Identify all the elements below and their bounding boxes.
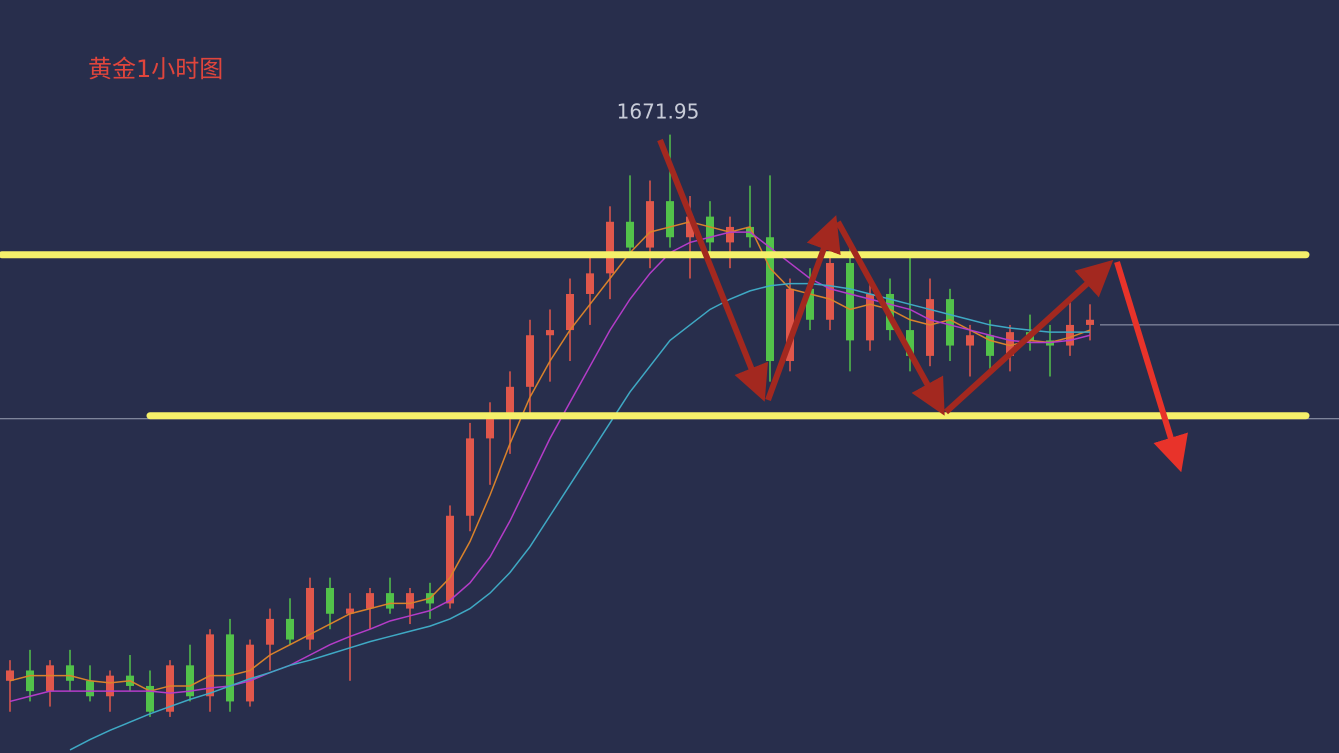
candle-body [486, 412, 494, 439]
candle-body [926, 299, 934, 356]
plot [0, 134, 1339, 751]
candle-body [786, 288, 794, 362]
candle-body [606, 221, 614, 274]
candle-body [646, 201, 654, 248]
candle-body [826, 263, 834, 320]
arrow [765, 215, 841, 402]
candle-body [306, 587, 314, 640]
candle-body [206, 634, 214, 697]
candle-body [1066, 324, 1074, 346]
candle-body [766, 237, 774, 362]
candle-body [866, 293, 874, 341]
arrow [943, 259, 1114, 415]
candle-body [686, 216, 694, 238]
candle-body [226, 634, 234, 702]
candle-body [146, 685, 154, 712]
high-annotation: 1671.95 [617, 100, 700, 124]
candle-body [166, 665, 174, 712]
candle-body [326, 587, 334, 614]
candle-body [406, 593, 414, 609]
candle-body [246, 644, 254, 702]
candle-body [346, 608, 354, 614]
arrow [1114, 261, 1188, 473]
candle-body [1086, 319, 1094, 325]
candle-body [466, 438, 474, 516]
candle-body [546, 330, 554, 336]
candle-body [906, 330, 914, 356]
candle-body [186, 665, 194, 697]
candle-body [986, 335, 994, 356]
candle-body [6, 670, 14, 681]
ma-line [9, 231, 1091, 703]
chart-title: 黄金1小时图 [88, 55, 223, 83]
candle-body [566, 293, 574, 331]
candle-body [966, 335, 974, 346]
candle-body [46, 665, 54, 692]
candle-body [666, 201, 674, 238]
candle-body [846, 263, 854, 341]
ma-line [9, 220, 1091, 692]
ma-line [69, 282, 1090, 751]
candle-body [386, 593, 394, 609]
candle-body [86, 680, 94, 697]
arrows [657, 138, 1188, 473]
candle-body [706, 216, 714, 243]
candle-body [446, 515, 454, 604]
candle-body [366, 593, 374, 609]
candle-body [26, 670, 34, 692]
candle-body [526, 335, 534, 387]
candle-body [806, 288, 814, 320]
candle-body [586, 273, 594, 294]
candle-body [626, 221, 634, 248]
arrow [657, 138, 769, 402]
candle-body [266, 618, 274, 645]
candle-body [946, 299, 954, 346]
arrow [835, 220, 945, 416]
candle-body [1006, 332, 1014, 356]
candle-body [106, 675, 114, 697]
candle-body [286, 618, 294, 640]
candle-body [66, 665, 74, 681]
candle-body [506, 386, 514, 413]
candle-body [726, 226, 734, 243]
